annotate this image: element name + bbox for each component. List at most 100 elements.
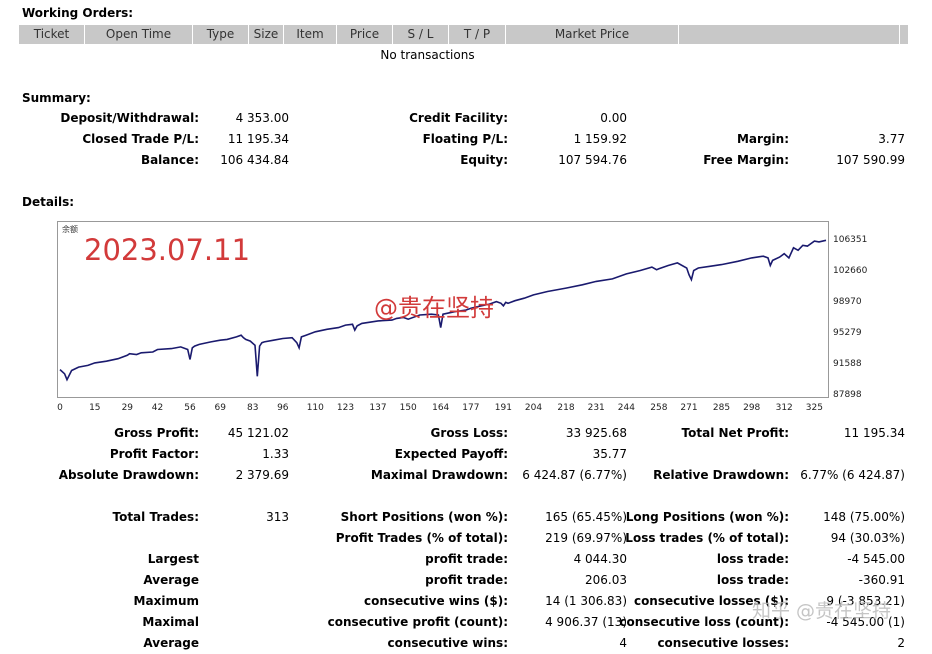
stat-value: 11 195.34: [227, 132, 289, 146]
stat-label: consecutive loss (count):: [619, 615, 789, 629]
y-tick-label: 95279: [833, 328, 862, 338]
stat-label: Relative Drawdown:: [653, 468, 789, 482]
stat-label: profit trade:: [425, 573, 508, 587]
stat-value: -4 545.00: [847, 552, 905, 566]
stat-label: profit trade:: [425, 552, 508, 566]
column-header: Size: [249, 25, 284, 44]
stat-value: 2 379.69: [235, 468, 289, 482]
x-tick-label: 42: [152, 403, 163, 413]
x-tick-label: 285: [713, 403, 730, 413]
stat-label: Gross Loss:: [430, 426, 508, 440]
overlay-handle: @贵在坚持: [374, 294, 494, 322]
stat-label: Largest: [147, 552, 199, 566]
stat-value: 165 (65.45%): [545, 510, 627, 524]
x-tick-label: 312: [776, 403, 793, 413]
stat-label: consecutive losses:: [657, 636, 789, 650]
column-header: Ticket: [19, 25, 85, 44]
stat-label: Free Margin:: [703, 153, 789, 167]
stat-label: Average: [143, 636, 199, 650]
x-tick-label: 110: [307, 403, 324, 413]
stat-value: 45 121.02: [227, 426, 289, 440]
stat-value: 107 590.99: [836, 153, 905, 167]
stat-label: Gross Profit:: [114, 426, 199, 440]
y-tick-label: 106351: [833, 235, 867, 245]
stat-value: 4 353.00: [235, 111, 289, 125]
no-transactions-text: No transactions: [380, 48, 475, 62]
stat-value: 313: [266, 510, 289, 524]
stat-value: -360.91: [858, 573, 905, 587]
overlay-date: 2023.07.11: [84, 233, 251, 267]
stat-value: 3.77: [878, 132, 905, 146]
stat-label: consecutive wins ($):: [363, 594, 508, 608]
stat-value: 35.77: [592, 447, 627, 461]
stat-label: Maximum: [133, 594, 199, 608]
stat-label: Profit Trades (% of total):: [335, 531, 508, 545]
x-tick-label: 218: [557, 403, 574, 413]
y-axis: 87898 91588 95279 98970 102660 106351: [833, 235, 868, 400]
stat-label: Total Net Profit:: [681, 426, 789, 440]
details-title: Details:: [22, 195, 75, 209]
stat-label: consecutive profit (count):: [327, 615, 508, 629]
x-tick-label: 164: [432, 403, 449, 413]
x-tick-label: 191: [495, 403, 512, 413]
stat-label: Maximal Drawdown:: [370, 468, 508, 482]
column-header: Type: [193, 25, 249, 44]
stat-value: 0.00: [600, 111, 627, 125]
working-orders-title: Working Orders:: [22, 6, 134, 20]
stat-value: 4 906.37 (13): [545, 615, 627, 629]
stat-value: 148 (75.00%): [823, 510, 905, 524]
x-tick-label: 56: [184, 403, 196, 413]
x-tick-label: 15: [89, 403, 100, 413]
stat-label: Closed Trade P/L:: [82, 132, 199, 146]
column-header: S / L: [393, 25, 449, 44]
stat-label: Total Trades:: [112, 510, 199, 524]
stat-value: 14 (1 306.83): [545, 594, 627, 608]
balance-line: [59, 239, 827, 382]
stat-value: 33 925.68: [565, 426, 627, 440]
stat-value: -4 545.00 (1): [826, 615, 905, 629]
chart-title: 余额: [62, 224, 78, 234]
stat-label: Maximal: [142, 615, 199, 629]
column-header: Open Time: [85, 25, 193, 44]
stat-value: 11 195.34: [843, 426, 905, 440]
stat-label: consecutive losses ($):: [633, 594, 789, 608]
stat-value: 6 424.87 (6.77%): [522, 468, 627, 482]
stat-label: Expected Payoff:: [394, 447, 508, 461]
x-tick-label: 244: [618, 403, 635, 413]
stat-label: Short Positions (won %):: [340, 510, 508, 524]
x-tick-label: 325: [806, 403, 823, 413]
stat-value: 94 (30.03%): [830, 531, 905, 545]
stat-value: 106 434.84: [220, 153, 289, 167]
stat-label: Credit Facility:: [409, 111, 508, 125]
stat-label: Floating P/L:: [422, 132, 508, 146]
stat-value: 2: [897, 636, 905, 650]
x-tick-label: 231: [588, 403, 605, 413]
x-tick-label: 177: [462, 403, 479, 413]
x-tick-label: 298: [743, 403, 760, 413]
stat-label: Balance:: [140, 153, 199, 167]
stat-label: Margin:: [736, 132, 789, 146]
stat-label: Loss trades (% of total):: [625, 531, 789, 545]
stat-value: 219 (69.97%): [545, 531, 627, 545]
x-tick-label: 69: [214, 403, 226, 413]
x-tick-label: 150: [400, 403, 417, 413]
balance-chart: 余额: [57, 221, 829, 398]
stat-value: 206.03: [585, 573, 627, 587]
balance-chart-svg: 余额: [59, 224, 827, 382]
stat-label: Average: [143, 573, 199, 587]
summary-title: Summary:: [22, 91, 91, 105]
x-tick-label: 29: [122, 403, 134, 413]
x-tick-label: 123: [337, 403, 354, 413]
y-tick-label: 87898: [833, 390, 862, 400]
stat-label: Deposit/Withdrawal:: [60, 111, 199, 125]
stat-label: Long Positions (won %):: [625, 510, 789, 524]
stat-label: Absolute Drawdown:: [58, 468, 199, 482]
x-tick-label: 137: [369, 403, 386, 413]
stat-value: 6.77% (6 424.87): [800, 468, 905, 482]
stat-value: 4 044.30: [573, 552, 627, 566]
stat-label: Equity:: [460, 153, 508, 167]
x-tick-label: 0: [57, 403, 63, 413]
watermark: 知乎 @贵在坚持: [752, 600, 892, 622]
column-header: Price: [337, 25, 393, 44]
